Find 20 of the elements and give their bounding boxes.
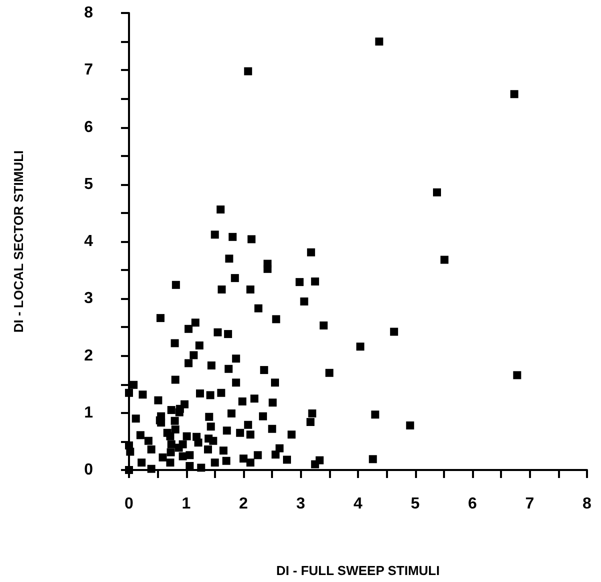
- y-tick-label: 1: [84, 404, 94, 422]
- x-tick-label: 3: [296, 496, 306, 512]
- x-axis-title: DI - FULL SWEEP STIMULI: [276, 563, 440, 578]
- y-tick-label: 4: [84, 233, 94, 250]
- y-axis-title: DI - LOCAL SECTOR STIMULI: [11, 150, 26, 333]
- y-tick-label: 3: [84, 290, 94, 308]
- x-tick-label: 8: [582, 496, 592, 512]
- y-tick-label: 8: [84, 4, 94, 22]
- x-tick-label: 4: [354, 496, 363, 512]
- x-tick-label: 5: [410, 496, 420, 512]
- y-tick-label: 2: [84, 347, 94, 364]
- y-tick-label: 5: [84, 176, 94, 193]
- x-tick-label: 1: [182, 496, 191, 512]
- x-tick-label: 7: [525, 496, 534, 512]
- y-tick-label: 7: [84, 62, 94, 79]
- x-tick-label: 6: [468, 496, 478, 512]
- x-tick-label: 2: [239, 496, 248, 512]
- y-tick-label: 6: [84, 118, 94, 136]
- y-tick-label: 0: [84, 462, 94, 478]
- x-tick-label: 0: [124, 496, 134, 512]
